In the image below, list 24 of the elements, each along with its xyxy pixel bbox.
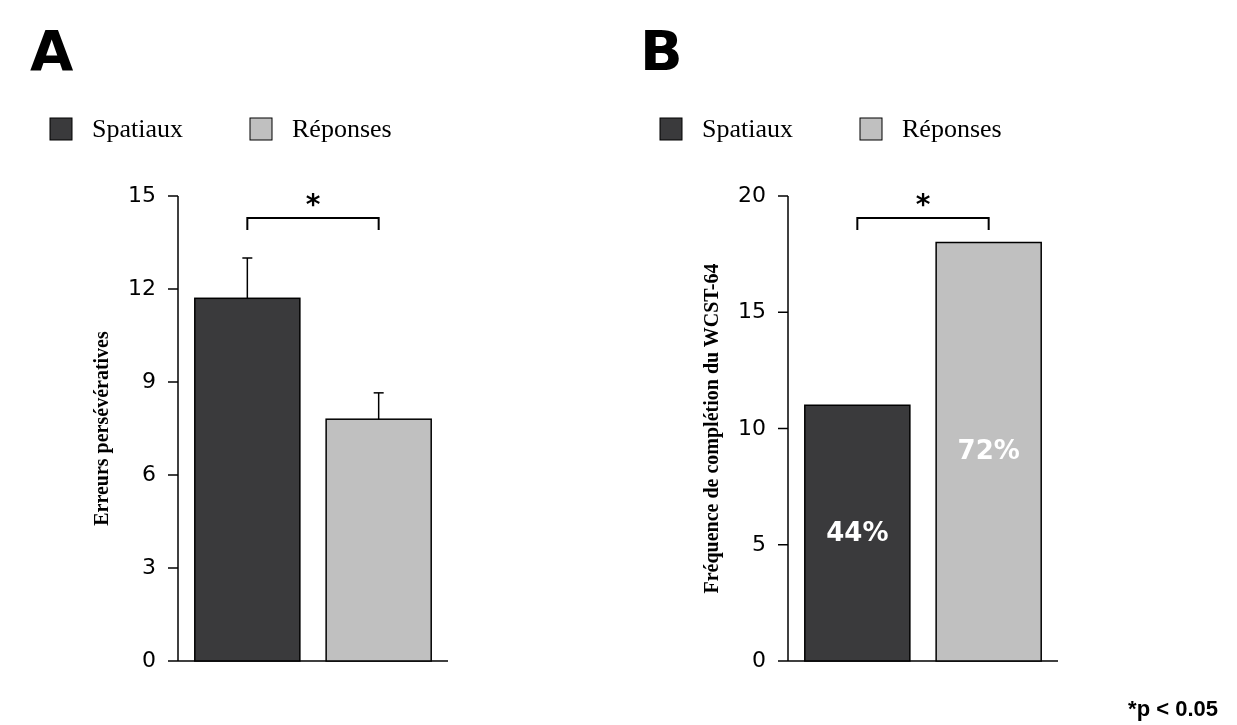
annotation: 72% <box>957 435 1020 466</box>
y-tick-label: 3 <box>142 554 156 579</box>
annotation: * <box>305 188 321 221</box>
y-tick-label: 0 <box>142 647 156 672</box>
legend-label: Spatiaux <box>92 114 183 143</box>
y-axis-title: Fréquence de complétion du WCST-64 <box>700 263 723 594</box>
y-tick-label: 12 <box>128 275 156 300</box>
y-tick-label: 6 <box>142 461 156 486</box>
annotation: * <box>915 188 931 221</box>
y-tick-label: 10 <box>738 414 766 440</box>
y-tick-label: 15 <box>738 298 766 324</box>
legend-label: Spatiaux <box>702 114 793 143</box>
annotation: 44% <box>826 516 889 547</box>
chart-title: B <box>640 18 683 83</box>
y-tick-label: 5 <box>752 530 766 556</box>
y-tick-label: 0 <box>752 647 766 672</box>
y-tick-label: 9 <box>142 368 156 393</box>
y-axis-title: Erreurs persévératives <box>90 331 113 526</box>
legend-label: Réponses <box>292 114 392 143</box>
legend-label: Réponses <box>902 114 1002 143</box>
text: *p < 0.05 <box>1128 696 1218 721</box>
y-tick-label: 20 <box>738 182 766 207</box>
y-tick-label: 15 <box>128 182 156 207</box>
chart-title: A <box>30 18 74 83</box>
